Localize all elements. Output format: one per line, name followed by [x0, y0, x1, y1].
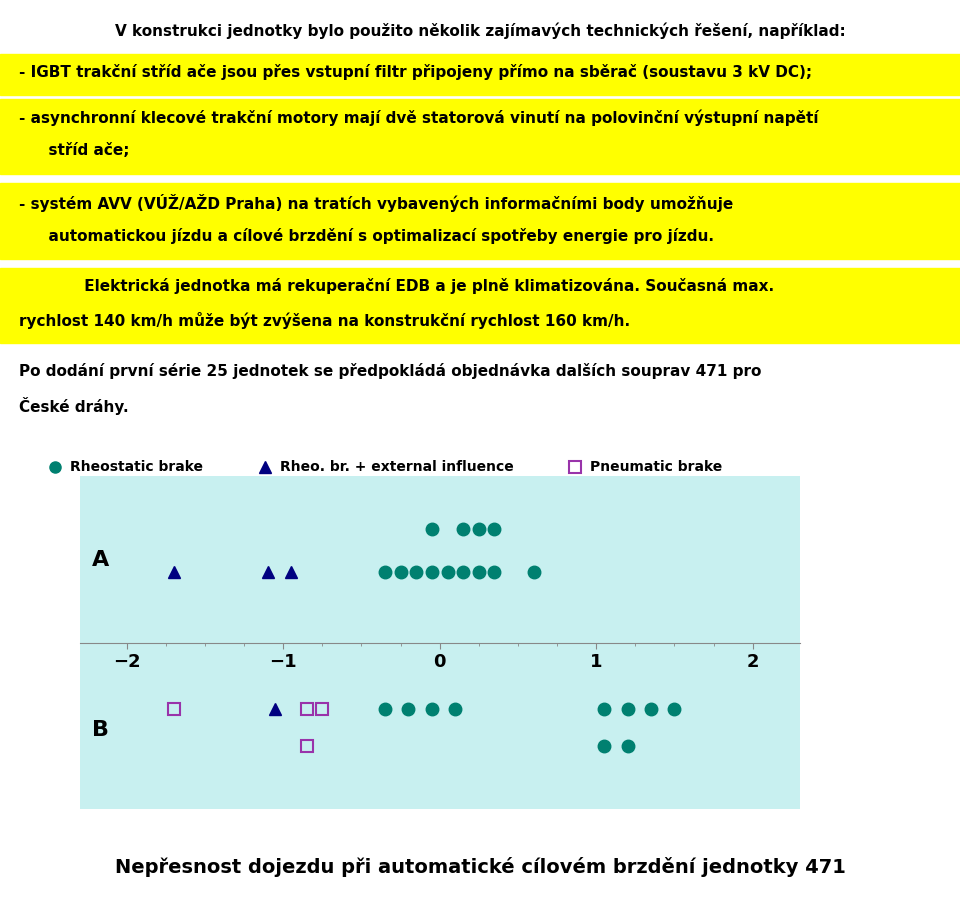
Text: rychlost 140 km/h může být zvýšena na konstrukční rychlost 160 km/h.: rychlost 140 km/h může být zvýšena na ko…: [19, 312, 631, 329]
Text: - asynchronní klecové trakční motory mají dvě statorová vinutí na polovinční výs: - asynchronní klecové trakční motory maj…: [19, 109, 819, 126]
Text: Rheostatic brake: Rheostatic brake: [70, 460, 203, 475]
Text: - IGBT trakční stříd ače jsou přes vstupní filtr připojeny přímo na sběrač (sous: - IGBT trakční stříd ače jsou přes vstup…: [19, 64, 812, 80]
Text: stříd ače;: stříd ače;: [38, 143, 130, 158]
Text: A: A: [92, 550, 109, 571]
Text: - systém AVV (VÚŽ/AŽD Praha) na tratích vybavených informačními body umožňuje: - systém AVV (VÚŽ/AŽD Praha) na tratích …: [19, 193, 733, 211]
Text: Po dodání první série 25 jednotek se předpokládá objednávka dalších souprav 471 : Po dodání první série 25 jednotek se pře…: [19, 362, 761, 378]
Text: B: B: [92, 720, 109, 740]
Text: Rheo. br. + external influence: Rheo. br. + external influence: [280, 460, 514, 475]
Text: Nepřesnost dojezdu při automatické cílovém brzdění jednotky 471: Nepřesnost dojezdu při automatické cílov…: [114, 857, 846, 877]
Text: automatickou jízdu a cílové brzdění s optimalizací spotřeby energie pro jízdu.: automatickou jízdu a cílové brzdění s op…: [38, 227, 714, 244]
Text: České dráhy.: České dráhy.: [19, 396, 129, 414]
Text: Pneumatic brake: Pneumatic brake: [590, 460, 722, 475]
Text: V konstrukci jednotky bylo použito několik zajímavých technických řešení, napřík: V konstrukci jednotky bylo použito někol…: [114, 22, 846, 39]
Text: Elektrická jednotka má rekuperační EDB a je plně klimatizována. Současná max.: Elektrická jednotka má rekuperační EDB a…: [58, 278, 774, 294]
